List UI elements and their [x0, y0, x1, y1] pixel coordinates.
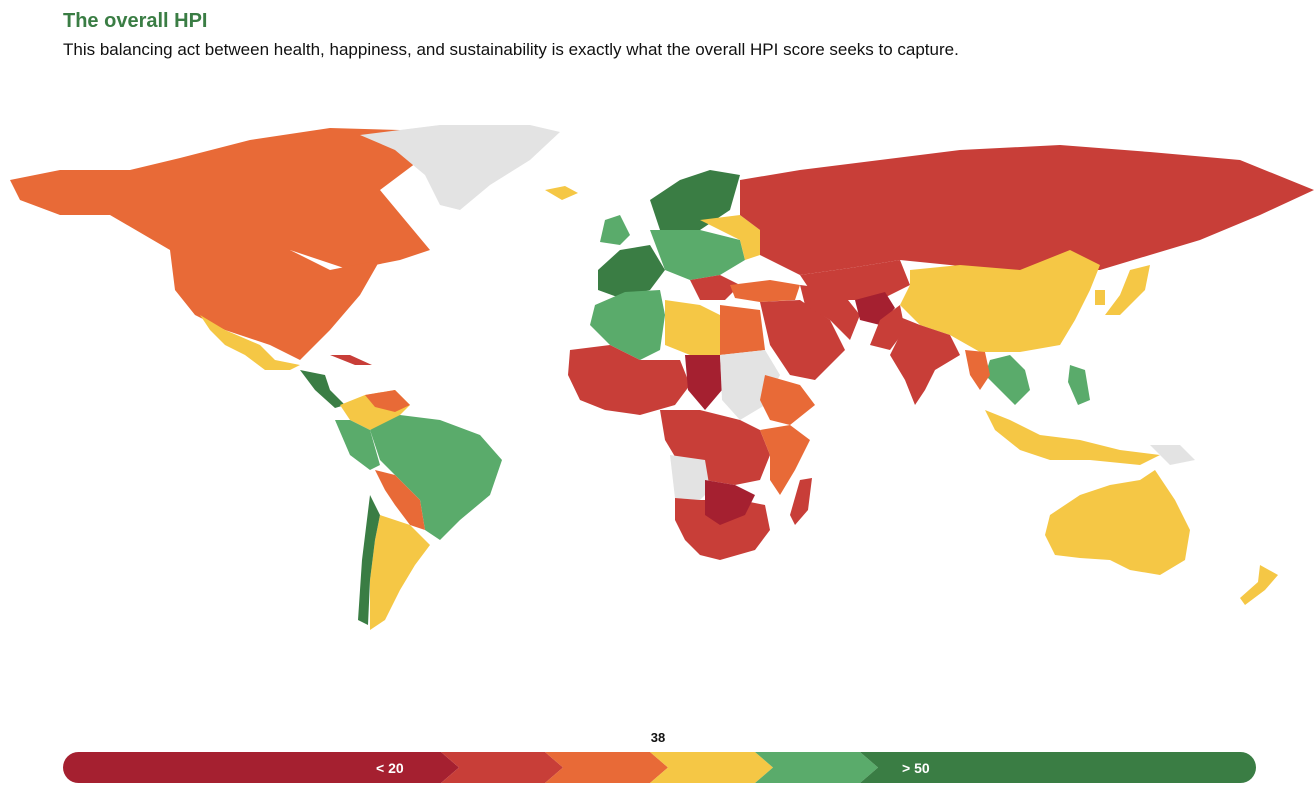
region-philippines[interactable] — [1068, 365, 1090, 405]
legend-band-2 — [441, 752, 563, 783]
region-western-europe[interactable] — [598, 245, 665, 298]
region-southern-africa[interactable] — [675, 498, 770, 560]
region-zimbabwe[interactable] — [705, 480, 755, 525]
region-myanmar[interactable] — [965, 350, 990, 390]
region-usa[interactable] — [170, 250, 380, 360]
legend-marker-value: 38 — [650, 730, 666, 745]
legend-low-label: < 20 — [376, 760, 404, 776]
region-scandinavia[interactable] — [650, 170, 740, 240]
map-title: The overall HPI — [63, 10, 208, 32]
region-turkey[interactable] — [730, 280, 800, 302]
region-eastern-europe[interactable] — [700, 215, 760, 260]
region-bolivia[interactable] — [375, 470, 425, 530]
region-arabia[interactable] — [760, 300, 845, 380]
region-north-africa-west[interactable] — [590, 290, 665, 360]
region-iran[interactable] — [800, 285, 860, 340]
hpi-color-legend — [63, 752, 1256, 783]
region-argentina[interactable] — [370, 515, 430, 630]
region-andes[interactable] — [335, 420, 380, 470]
region-australia[interactable] — [1045, 470, 1190, 575]
region-chile[interactable] — [358, 495, 380, 625]
region-japan[interactable] — [1105, 265, 1150, 315]
region-balkans[interactable] — [690, 275, 740, 300]
region-mexico[interactable] — [200, 315, 300, 370]
legend-high-label: > 50 — [902, 760, 930, 776]
region-new-zealand[interactable] — [1240, 565, 1278, 605]
region-korea[interactable] — [1095, 290, 1105, 305]
region-iceland[interactable] — [545, 186, 578, 200]
map-subtitle: This balancing act between health, happi… — [63, 40, 959, 59]
legend-band-6 — [860, 752, 1256, 783]
region-central-europe[interactable] — [650, 230, 745, 280]
region-ethiopia[interactable] — [760, 375, 815, 425]
region-indonesia[interactable] — [985, 410, 1160, 465]
legend-band-3 — [545, 752, 668, 783]
legend-band-4 — [650, 752, 773, 783]
region-greenland — [360, 125, 560, 210]
region-venezuela[interactable] — [365, 390, 410, 412]
region-brazil[interactable] — [370, 415, 502, 540]
region-uk[interactable] — [600, 215, 630, 245]
region-canada[interactable] — [10, 128, 430, 270]
region-east-africa[interactable] — [760, 425, 810, 495]
legend-band-1 — [63, 752, 459, 783]
region-central-america[interactable] — [300, 370, 345, 408]
region-papua — [1150, 445, 1195, 465]
legend-band-5 — [755, 752, 878, 783]
region-egypt[interactable] — [720, 305, 765, 355]
region-west-africa[interactable] — [568, 345, 690, 415]
region-china[interactable] — [900, 250, 1100, 352]
region-russia[interactable] — [740, 145, 1314, 275]
region-madagascar[interactable] — [790, 478, 812, 525]
region-india[interactable] — [890, 315, 960, 405]
region-chad[interactable] — [685, 355, 722, 410]
world-map — [10, 125, 1314, 630]
region-cuba[interactable] — [330, 355, 372, 365]
region-libya[interactable] — [665, 300, 720, 355]
region-angola — [670, 455, 710, 500]
region-southeast-asia[interactable] — [985, 355, 1030, 405]
